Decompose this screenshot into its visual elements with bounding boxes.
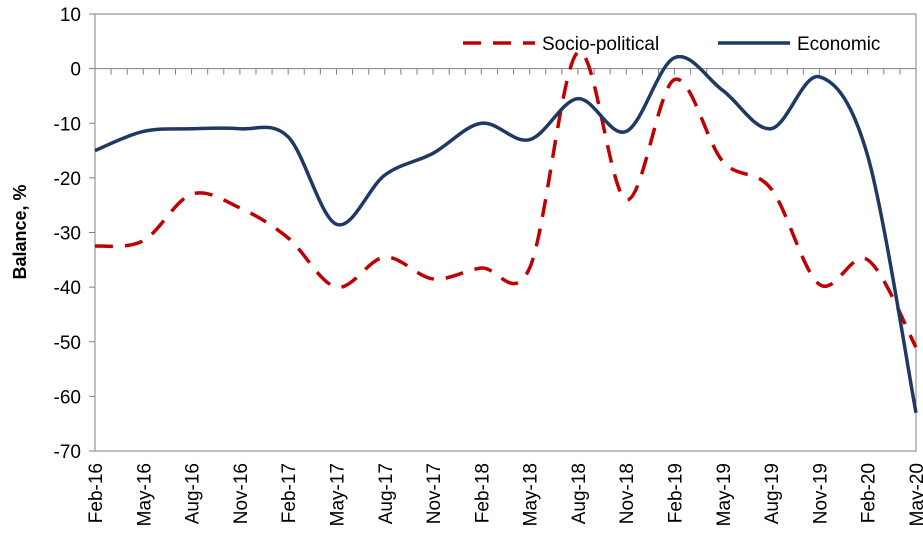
y-tick-label: -30 [54,224,81,245]
series-line-economic [94,54,918,414]
y-axis: 10 0 -10 -20 -30 -40 -50 -60 -70 [54,5,96,463]
y-tick-label: 10 [60,5,81,26]
y-tick-label: -50 [54,333,81,354]
x-tick-label: Nov-17 [424,463,445,524]
x-tick-label: Feb-19 [666,463,687,523]
y-tick-label: -10 [54,114,81,135]
y-tick-label: -40 [54,278,81,299]
x-tick-label: Feb-16 [86,463,107,523]
x-tick-label: Feb-20 [859,463,880,523]
x-tick-label: Nov-18 [617,463,638,524]
x-tick-label: May-18 [521,463,542,526]
y-axis-label: Balance, % [10,184,30,279]
y-tick-label: -20 [54,169,81,190]
x-tick-label: Feb-17 [279,463,300,523]
x-tick-label: Aug-17 [376,463,397,524]
plot-area [94,13,917,452]
x-tick-label: Feb-18 [472,463,493,523]
x-tick-label: Aug-18 [569,463,590,524]
x-tick-label: May-16 [134,463,155,526]
y-tick-label: -60 [54,387,81,408]
y-tick-label: 0 [70,60,81,81]
series-group [94,50,918,414]
series-line-socio-political [94,50,918,349]
x-axis: Feb-16 May-16 Aug-16 Nov-16 Feb-17 May-17 Aug-… [86,68,923,526]
x-tick-label: Aug-16 [183,463,204,524]
legend-label: Economic [797,34,880,55]
x-tick-label: Nov-16 [231,463,252,524]
x-tick-label: May-20 [907,463,923,526]
y-tick-label: -70 [54,442,81,463]
x-tick-label: Nov-19 [810,463,831,524]
legend-label: Socio-political [542,34,659,55]
legend: Socio-political Economic [463,34,880,55]
x-tick-label: May-19 [714,463,735,526]
x-tick-label: Aug-19 [762,463,783,524]
x-tick-label: May-17 [327,463,348,526]
